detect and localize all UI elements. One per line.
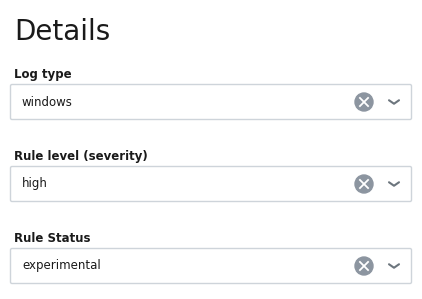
FancyBboxPatch shape xyxy=(11,167,411,202)
Text: Log type: Log type xyxy=(14,68,72,81)
Text: Rule Status: Rule Status xyxy=(14,232,90,245)
FancyBboxPatch shape xyxy=(11,248,411,283)
Circle shape xyxy=(355,175,373,193)
Circle shape xyxy=(355,93,373,111)
Circle shape xyxy=(355,257,373,275)
Text: experimental: experimental xyxy=(22,260,101,272)
FancyBboxPatch shape xyxy=(11,85,411,120)
Text: high: high xyxy=(22,178,48,190)
Text: windows: windows xyxy=(22,95,73,109)
Text: Details: Details xyxy=(14,18,110,46)
Text: Rule level (severity): Rule level (severity) xyxy=(14,150,148,163)
